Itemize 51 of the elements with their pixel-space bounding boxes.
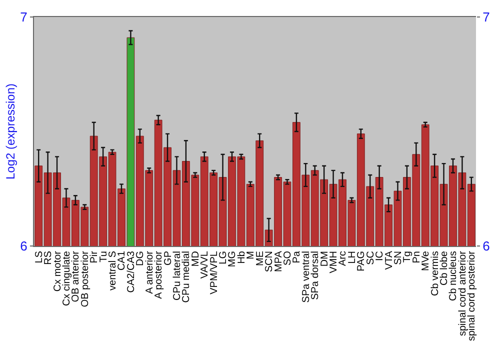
x-tick-label: OB anterior [70,250,82,302]
x-tick-label: Cb vermis [430,251,441,296]
x-tick-label: Arc [338,251,349,266]
x-tick-label: Cb nucleus [448,251,460,302]
x-tick-label: spinal cord anterior [457,250,468,336]
x-tick-label: SO [282,250,294,266]
x-tick-label: CPu medial [181,251,192,303]
x-tick-label: Pir [89,250,100,264]
x-tick-label: DM [319,251,330,267]
x-tick-label: RS [43,250,54,265]
x-tick-label: MVe [420,250,432,272]
x-tick-label: PAG [356,250,368,272]
x-tick-label: spinal cord posterior [466,250,478,342]
x-tick-label: Cx cingulate [61,250,72,306]
x-tick-label: Pn [411,251,422,264]
x-tick-label: A posterior [154,250,165,299]
x-tick-label: DG [135,250,146,266]
x-tick-label: MG [227,250,238,268]
x-tick-label: Cb lobe [439,250,450,286]
x-tick-label: OB posterior [80,250,91,308]
x-tick-label: A anterior [144,250,156,294]
x-tick-label: M [246,251,257,260]
x-tick-label: VMH [328,251,340,274]
x-tick-label: SC [365,251,376,265]
x-tick-label: MPA [273,250,284,272]
y2-tick-label: 6 [482,238,490,254]
x-tick-label: SPa dorsal [310,251,322,300]
x-tick-label: Tg [402,251,414,263]
x-tick-label: SN [392,251,404,265]
x-tick-label: GP [162,250,174,266]
x-tick-label: VA/VL [200,250,211,279]
x-tick-label: CA2/CA3 [126,250,137,293]
x-tick-label: Tu [98,251,110,262]
x-tick-label: LS [34,250,45,264]
x-tick-label: IC [374,251,386,261]
x-tick-label: Hb [236,250,248,264]
y-axis-title: Log2 (expression) [3,83,18,180]
x-tick-label: ME [254,250,266,266]
x-tick-label: LG [218,250,230,264]
x-tick-label: LH [346,251,358,264]
y2-tick-label: 7 [482,10,490,25]
x-tick-label: SPa ventral [300,251,312,303]
x-tick-label: ventral S [108,250,119,290]
x-tick-label: MD [190,251,202,267]
x-tick-label: VPM/VPL [208,250,220,294]
x-tick-label: CA1 [116,250,128,270]
x-tick-label: VTA [384,250,395,270]
x-tick-label: Pa [292,250,303,264]
x-tick-label: CPu lateral [172,251,183,300]
x-tick-label: SCN [264,251,276,272]
x-tick-label: Cx motor [52,250,64,292]
